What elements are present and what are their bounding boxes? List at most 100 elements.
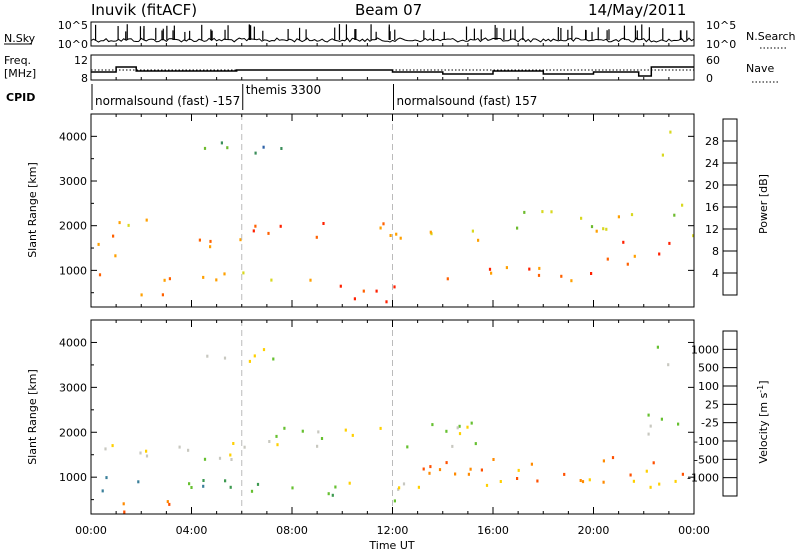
noise-right-tick-top: 10^5 — [706, 19, 736, 32]
freq-left-label-2: [MHz] — [4, 67, 36, 80]
heatmap-cell — [681, 203, 684, 207]
colorbar-tick-label: 16 — [705, 201, 719, 214]
cpid-label: CPID — [6, 91, 35, 104]
heatmap-cell — [590, 272, 593, 275]
heatmap-cell — [105, 476, 108, 480]
y-tick-label: 1000 — [59, 471, 87, 484]
heatmap-cell — [431, 423, 434, 427]
heatmap-cell — [550, 210, 553, 214]
heatmap-cell — [633, 254, 636, 258]
heatmap-cell — [262, 348, 266, 352]
freq-trace — [91, 66, 694, 77]
heatmap-cell — [446, 277, 449, 281]
heatmap-cell — [229, 453, 232, 457]
heatmap-cell — [250, 489, 254, 493]
heatmap-cell — [560, 274, 563, 278]
heatmap-cell — [668, 241, 671, 245]
colorbar-tick-label: 100 — [698, 380, 719, 393]
heatmap-cell — [344, 428, 347, 432]
heatmap-cell — [658, 252, 661, 256]
heatmap-cell — [315, 235, 318, 239]
y-tick-label: 2000 — [59, 426, 87, 439]
colorbar-tick-label: 12 — [705, 223, 719, 236]
heatmap-cell — [528, 267, 531, 271]
heatmap-cell — [161, 293, 164, 297]
colorbar-tick-label: -500 — [694, 453, 719, 466]
heatmap-cell — [188, 482, 191, 486]
heatmap-cell — [262, 145, 265, 149]
heatmap-cell — [660, 417, 663, 421]
heatmap-cell — [178, 445, 181, 449]
noise-right-tick-bottom: 10^0 — [706, 38, 736, 51]
power-heatmap-cells — [97, 130, 695, 304]
heatmap-cell — [488, 267, 492, 271]
heatmap-cell — [280, 147, 283, 150]
heatmap-cell — [362, 289, 365, 293]
heatmap-cell — [220, 141, 223, 145]
heatmap-cell — [451, 444, 454, 448]
y-tick-label: 4000 — [59, 130, 87, 143]
heatmap-cell — [656, 345, 659, 349]
heatmap-cell — [206, 354, 209, 358]
heatmap-cell — [652, 461, 655, 465]
heatmap-cell — [477, 238, 480, 242]
heatmap-cell — [187, 448, 190, 452]
heatmap-cell — [226, 146, 229, 150]
velocity-colorbar-label: Velocity [m s-1] — [756, 380, 771, 463]
time-x-label: Time UT — [368, 539, 414, 552]
heatmap-cell — [474, 442, 477, 446]
heatmap-cell — [327, 492, 330, 496]
heatmap-cell — [647, 432, 650, 436]
heatmap-cell — [458, 424, 461, 428]
noise-left-tick-bottom: 10^0 — [58, 38, 88, 51]
cpid-mode-2: normalsound (fast) 157 — [397, 94, 538, 108]
heatmap-cell — [223, 272, 226, 276]
heatmap-cell — [630, 213, 634, 217]
velocity-y-axis: 1000 2000 3000 4000 — [59, 320, 694, 514]
colorbar-tick-label: 20 — [705, 179, 719, 192]
colorbar-tick-label: 25 — [705, 398, 719, 411]
heatmap-cell — [334, 485, 337, 489]
heatmap-cell — [469, 467, 472, 471]
heatmap-cell — [602, 459, 605, 463]
y-tick-label: 3000 — [59, 175, 87, 188]
colorbar-tick-label: 24 — [705, 157, 719, 170]
colorbar-tick-label: 4 — [712, 267, 719, 280]
heatmap-cell — [499, 480, 502, 483]
close-bracket: ] — [757, 380, 770, 384]
heatmap-cell — [248, 359, 251, 363]
heatmap-cell — [283, 426, 286, 430]
noise-right-label: N.Search — [746, 30, 796, 43]
heatmap-cell — [382, 222, 385, 226]
heatmap-cell — [254, 151, 257, 155]
time-x-axis: 00:00 04:00 08:00 12:00 16:00 20:00 00:00 — [75, 43, 710, 537]
heatmap-cell — [692, 234, 695, 238]
heatmap-cell — [202, 479, 205, 482]
heatmap-cell — [523, 210, 526, 214]
heatmap-cell — [317, 430, 320, 434]
heatmap-cell — [252, 229, 255, 233]
power-y-axis: 1000 2000 3000 4000 — [59, 114, 694, 307]
heatmap-cell — [541, 210, 544, 214]
heatmap-cell — [190, 486, 193, 489]
heatmap-cell — [398, 486, 401, 490]
heatmap-cell — [505, 266, 508, 270]
heatmap-cell — [166, 500, 169, 504]
heatmap-cell — [291, 486, 294, 490]
x-tick-label: 00:00 — [75, 524, 107, 537]
heatmap-cell — [301, 429, 304, 433]
colorbar-frame — [722, 330, 738, 497]
heatmap-cell — [379, 226, 382, 230]
heatmap-cell — [422, 467, 425, 471]
heatmap-cell — [256, 482, 260, 486]
noise-panel-frame — [90, 21, 695, 47]
heatmap-cell — [563, 472, 566, 476]
colorbar-tick-label: 500 — [698, 362, 719, 375]
heatmap-cell — [331, 493, 334, 497]
heatmap-cell — [393, 499, 396, 503]
heatmap-cell — [429, 230, 432, 234]
y-tick-label: 1000 — [59, 264, 87, 277]
heatmap-cell — [445, 461, 448, 465]
